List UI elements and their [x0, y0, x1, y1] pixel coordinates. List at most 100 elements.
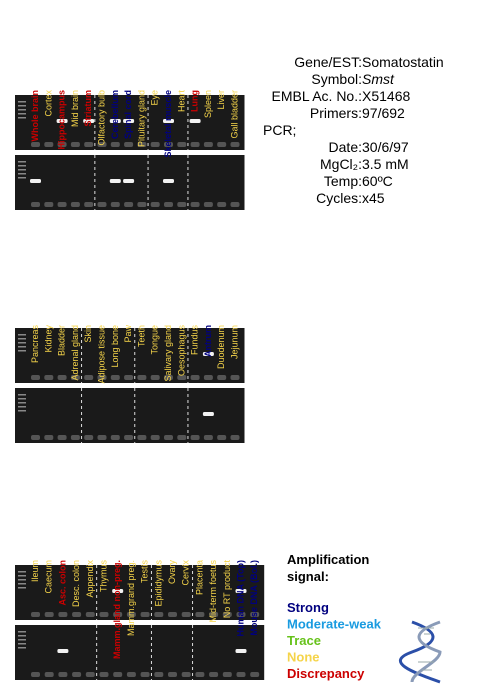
primer-dimer: [209, 612, 219, 617]
primer-dimer: [70, 435, 80, 440]
lane-label: Eye: [150, 90, 160, 106]
primer-dimer: [236, 612, 246, 617]
primer-dimer: [177, 375, 187, 380]
lane-label: Striatum: [83, 90, 93, 127]
primer-dimer: [124, 202, 134, 207]
primer-dimer: [44, 435, 54, 440]
primer-dimer: [181, 612, 191, 617]
primer-dimer: [164, 142, 173, 147]
lane-label: Pituitary gland: [136, 90, 146, 147]
primer-dimer: [150, 435, 160, 440]
primer-dimer: [150, 375, 160, 380]
info-label: Symbol:: [311, 71, 362, 87]
lane-label: Teeth: [136, 325, 146, 347]
primer-dimer: [58, 612, 68, 617]
lane-label: Olfactory bulb: [97, 90, 107, 146]
legend-title: Amplification: [287, 552, 369, 567]
primer-dimer: [44, 202, 54, 207]
lane-label: Placenta: [194, 560, 204, 595]
primer-dimer: [31, 612, 40, 617]
primer-dimer: [168, 672, 177, 677]
primer-dimer: [154, 672, 164, 677]
info-label: MgCl₂:: [320, 156, 362, 172]
lane-label: Liver: [216, 90, 226, 110]
info-value: 97/692: [362, 105, 405, 121]
primer-dimer: [110, 202, 120, 207]
primer-dimer: [177, 202, 187, 207]
primer-dimer: [99, 612, 109, 617]
primer-dimer: [150, 142, 160, 147]
lane-label: Desc. colon: [71, 560, 81, 607]
primer-dimer: [31, 142, 40, 147]
gel-band: [83, 119, 95, 123]
lane-label: Cerebellum: [110, 90, 120, 139]
gel-band: [235, 649, 247, 653]
info-value: Smst: [362, 71, 395, 87]
lane-label: Hippocampus: [57, 90, 67, 150]
primer-dimer: [84, 202, 94, 207]
info-value: 60ºC: [362, 173, 393, 189]
primer-dimer: [190, 375, 200, 380]
primer-dimer: [177, 142, 187, 147]
primer-dimer: [190, 435, 200, 440]
lane-label: Mamm.gland non-preg.: [112, 560, 122, 659]
ladder-band: [18, 631, 26, 633]
primer-dimer: [97, 202, 107, 207]
primer-dimer: [85, 612, 95, 617]
primer-dimer: [168, 612, 177, 617]
ladder-band: [18, 579, 26, 581]
primer-dimer: [124, 375, 134, 380]
lane-label: Antrum: [203, 325, 213, 357]
primer-dimer: [164, 435, 173, 440]
primer-dimer: [99, 672, 109, 677]
info-value: X51468: [362, 88, 410, 104]
ladder-band: [18, 639, 26, 641]
gel-band: [109, 179, 121, 183]
lane-label: Mid-term foetus: [208, 560, 218, 623]
legend-item: Discrepancy: [287, 666, 365, 681]
primer-dimer: [154, 612, 164, 617]
lane-label: Caecum: [44, 560, 54, 594]
gel-band: [202, 352, 214, 356]
primer-dimer: [31, 435, 40, 440]
ladder-band: [18, 350, 26, 352]
primer-dimer: [44, 142, 54, 147]
primer-dimer: [58, 672, 68, 677]
ladder-band: [18, 398, 26, 400]
primer-dimer: [97, 142, 107, 147]
primer-dimer: [110, 435, 120, 440]
primer-dimer: [190, 202, 200, 207]
lane-label: Spleen: [203, 90, 213, 118]
legend-item: None: [287, 650, 320, 665]
primer-dimer: [113, 672, 123, 677]
lane-label: Lung: [190, 90, 200, 112]
lane-label: Thymus: [99, 560, 109, 593]
lane-label: Heart: [176, 90, 186, 113]
lane-label: Pancreas: [30, 325, 40, 364]
primer-dimer: [195, 672, 205, 677]
primer-dimer: [137, 202, 147, 207]
ladder-band: [18, 101, 26, 103]
lane-label: Ovary: [167, 560, 177, 585]
lane-label: Testis: [140, 560, 150, 584]
ladder-band: [18, 575, 26, 577]
gel-band: [30, 179, 41, 183]
gel-band: [56, 119, 68, 123]
primer-dimer: [31, 375, 40, 380]
gel-image: [15, 625, 265, 680]
primer-dimer: [230, 202, 240, 207]
ladder-band: [18, 406, 26, 408]
lane-label: Mamm.grand preg.: [126, 560, 136, 636]
primer-dimer: [190, 142, 200, 147]
gel-image: [15, 565, 265, 620]
lane-label: Jejunum: [230, 325, 240, 359]
info-label: EMBL Ac. No.:: [271, 88, 362, 104]
ladder-band: [18, 165, 26, 167]
primer-dimer: [250, 612, 260, 617]
primer-dimer: [57, 202, 67, 207]
primer-dimer: [70, 202, 80, 207]
primer-dimer: [57, 435, 67, 440]
info-value: x45: [362, 190, 385, 206]
lane-label: Cortex: [43, 90, 53, 117]
primer-dimer: [195, 612, 205, 617]
